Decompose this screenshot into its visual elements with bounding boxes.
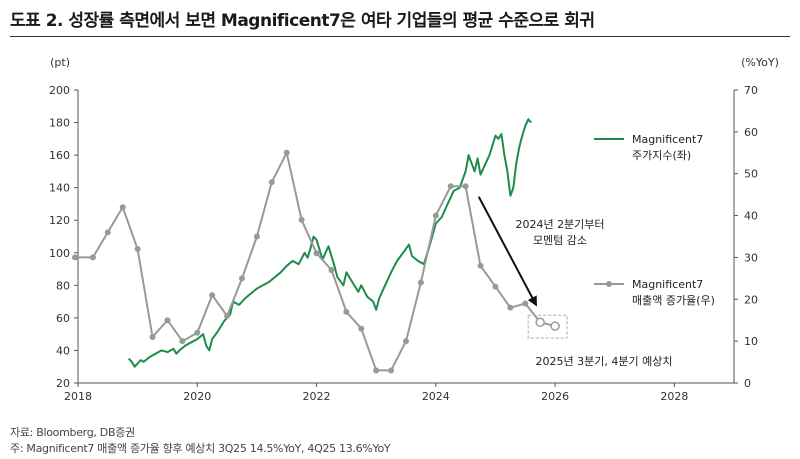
index-series-line xyxy=(127,118,532,368)
growth-estimate-point xyxy=(535,317,545,328)
x-tick-label: 2018 xyxy=(64,390,92,403)
growth-estimate-point xyxy=(550,321,560,331)
growth-point xyxy=(149,333,156,340)
growth-point xyxy=(328,266,335,273)
momentum-arrow xyxy=(477,196,537,307)
growth-point xyxy=(134,246,141,253)
right-y-tick-label: 20 xyxy=(744,293,758,306)
legend-index-label-line: Magnificent7 xyxy=(632,133,703,146)
right-axis-unit: (%YoY) xyxy=(741,56,779,69)
left-y-tick-label: 120 xyxy=(49,214,70,227)
growth-point xyxy=(89,254,96,261)
right-y-tick-label: 30 xyxy=(744,251,758,264)
left-axis-unit: (pt) xyxy=(50,56,70,69)
chart-legend: Magnificent7 주가지수(좌) Magnificent7 매출액 증가율(우… xyxy=(594,133,715,307)
momentum-annotation-line: 2024년 2분기부터 xyxy=(515,218,604,231)
x-tick-label: 2020 xyxy=(183,390,211,403)
x-tick-label: 2026 xyxy=(541,390,569,403)
growth-point xyxy=(104,229,111,236)
growth-point xyxy=(119,204,126,211)
growth-point xyxy=(164,317,171,324)
left-y-tick-label: 20 xyxy=(56,377,70,390)
right-y-tick-label: 70 xyxy=(744,84,758,97)
estimate-box xyxy=(527,314,568,339)
growth-point xyxy=(239,275,245,282)
x-tick-label: 2024 xyxy=(422,390,450,403)
growth-point xyxy=(507,304,514,311)
growth-point xyxy=(72,254,79,261)
growth-point xyxy=(253,233,260,240)
growth-point xyxy=(268,179,275,186)
legend-index-label-line: 주가지수(좌) xyxy=(632,149,691,162)
growth-point xyxy=(373,367,380,374)
right-y-tick-label: 0 xyxy=(744,377,751,390)
growth-point xyxy=(224,313,231,320)
footnote: 주: Magnificent7 매출액 증가율 향후 예상치 3Q25 14.5… xyxy=(10,442,391,455)
momentum-annotation-line: 모멘텀 감소 xyxy=(533,234,587,247)
right-y-tick-label: 40 xyxy=(744,210,758,223)
legend-growth-label-line: 매출액 증가율(우) xyxy=(632,294,715,307)
growth-point xyxy=(462,183,469,190)
growth-point xyxy=(403,338,409,345)
chart-title: 도표 2. 성장률 측면에서 보면 Magnificent7은 여타 기업들의 … xyxy=(10,11,595,31)
left-y-tick-label: 180 xyxy=(49,117,70,130)
growth-point xyxy=(432,212,439,219)
right-y-tick-label: 60 xyxy=(744,126,758,139)
x-tick-label: 2028 xyxy=(660,390,688,403)
growth-point xyxy=(283,149,290,156)
growth-point xyxy=(313,250,320,257)
growth-point xyxy=(179,338,186,345)
legend-growth-marker xyxy=(606,281,612,287)
right-y-tick-label: 50 xyxy=(744,168,758,181)
left-y-tick-label: 140 xyxy=(49,182,70,195)
growth-point xyxy=(447,183,454,190)
growth-point xyxy=(209,292,216,299)
growth-point xyxy=(343,308,350,315)
left-y-tick-label: 160 xyxy=(49,149,70,162)
chart-axes: 20 40 60 80 100 120 140 160 180 200 0 10 20 30 40 50 60 7… xyxy=(49,56,779,403)
legend-growth-label-line: Magnificent7 xyxy=(632,278,703,291)
estimate-annotation: 2025년 3분기, 4분기 예상치 xyxy=(536,355,673,368)
growth-point xyxy=(194,329,201,336)
chart-series xyxy=(72,118,560,374)
x-tick-label: 2022 xyxy=(303,390,331,403)
left-y-tick-label: 40 xyxy=(56,344,70,357)
growth-point xyxy=(492,283,499,290)
left-y-tick-label: 200 xyxy=(49,84,70,97)
left-y-tick-label: 80 xyxy=(56,279,70,292)
right-y-tick-label: 10 xyxy=(744,335,758,348)
growth-point xyxy=(388,367,395,374)
growth-point xyxy=(298,216,305,223)
left-y-tick-label: 100 xyxy=(49,247,70,260)
source-note: 자료: Bloomberg, DB증권 xyxy=(10,426,135,439)
growth-point xyxy=(358,325,365,332)
legend-growth-label: Magnificent7 매출액 증가율(우) xyxy=(632,278,715,307)
title-divider xyxy=(10,36,790,37)
growth-point xyxy=(477,262,484,269)
growth-point xyxy=(417,279,424,286)
legend-index-label: Magnificent7 주가지수(좌) xyxy=(632,133,703,162)
left-y-tick-label: 60 xyxy=(56,312,70,325)
